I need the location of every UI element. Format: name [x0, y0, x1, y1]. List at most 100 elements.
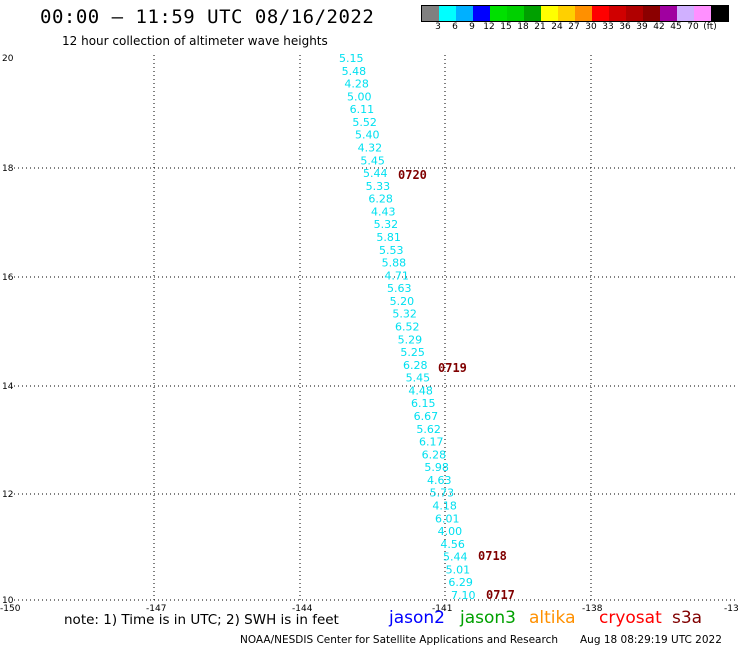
legend-label: 36: [619, 22, 631, 32]
credit-text: NOAA/NESDIS Center for Satellite Applica…: [240, 634, 558, 646]
latitude-tick-label: 16: [2, 273, 14, 283]
satellite-name: altika: [529, 608, 576, 628]
legend-swatch: [660, 6, 677, 21]
wave-height-value: 5.81: [376, 231, 401, 244]
legend-label: 12: [483, 22, 495, 32]
wave-height-value: 6.28: [403, 359, 428, 372]
latitude-tick-label: 20: [2, 54, 14, 64]
wave-height-value: 4.63: [427, 474, 452, 487]
wave-height-value: 6.28: [368, 193, 393, 206]
latitude-tick-label: 10: [2, 596, 14, 606]
wave-height-value: 4.32: [358, 142, 383, 155]
legend-swatch: [609, 6, 626, 21]
wave-height-value: 6.01: [435, 512, 460, 525]
legend-swatch: [507, 6, 524, 21]
legend-swatch: [592, 6, 609, 21]
wave-height-value: 5.32: [392, 308, 417, 321]
wave-height-value: 6.15: [411, 397, 436, 410]
satellite-name: jason3: [460, 608, 516, 628]
wave-height-value: 5.32: [374, 218, 399, 231]
wave-height-value: 5.01: [446, 563, 471, 576]
legend-label: 3: [435, 22, 441, 32]
wave-height-value: 4.56: [440, 538, 465, 551]
map-subtitle: 12 hour collection of altimeter wave hei…: [62, 34, 328, 48]
wave-height-value: 4.71: [384, 269, 409, 282]
wave-height-value: 5.45: [406, 372, 431, 385]
legend-label: 45: [670, 22, 682, 32]
latitude-tick-label: 12: [2, 490, 13, 500]
wave-height-value: 5.45: [360, 154, 385, 167]
legend-label: (ft): [703, 22, 717, 32]
wave-height-value: 6.29: [448, 576, 473, 589]
wave-height-value: 5.62: [416, 423, 441, 436]
wave-height-value: 6.17: [419, 436, 444, 449]
legend-swatch: [643, 6, 660, 21]
satellite-name: s3a: [672, 608, 703, 628]
satellite-name: cryosat: [599, 608, 662, 628]
pass-time-label: 0718: [478, 549, 507, 563]
legend-label: 15: [500, 22, 512, 32]
wave-height-value: 5.29: [398, 333, 423, 346]
longitude-tick-label: -13: [724, 604, 739, 614]
longitude-tick-label: -144: [292, 604, 313, 614]
wave-height-value: 5.48: [342, 65, 367, 78]
units-note: note: 1) Time is in UTC; 2) SWH is in fe…: [64, 612, 339, 628]
wave-height-value: 5.63: [387, 282, 412, 295]
map-title: 00:00 – 11:59 UTC 08/16/2022: [40, 6, 375, 28]
longitude-tick-label: -141: [432, 604, 452, 614]
longitude-tick-label: -138: [582, 604, 603, 614]
legend-label: 6: [452, 22, 458, 32]
legend-swatch: [626, 6, 643, 21]
legend-swatch: [541, 6, 558, 21]
legend-swatch: [575, 6, 592, 21]
legend-label: 24: [551, 22, 563, 32]
legend-swatch: [422, 6, 439, 21]
wave-height-value: 5.00: [347, 90, 372, 103]
generated-timestamp: Aug 18 08:29:19 UTC 2022: [580, 634, 722, 646]
legend-label: 30: [585, 22, 597, 32]
wave-height-value: 5.44: [443, 551, 468, 564]
longitude-tick-label: -150: [0, 604, 21, 614]
wave-height-value: 4.43: [371, 205, 396, 218]
latitude-tick-label: 18: [2, 164, 14, 174]
legend-swatch: [711, 6, 728, 21]
wave-height-value: 5.53: [379, 244, 404, 257]
wave-height-color-legend: [421, 5, 729, 22]
pass-time-label: 0717: [486, 588, 515, 602]
legend-swatch: [490, 6, 507, 21]
wave-height-value: 4.00: [438, 525, 463, 538]
wave-height-value: 6.67: [414, 410, 439, 423]
wave-height-value: 5.52: [352, 116, 377, 129]
wave-height-value: 6.52: [395, 321, 420, 334]
legend-label: 42: [653, 22, 665, 32]
pass-time-label: 0720: [398, 168, 427, 182]
wave-height-value: 5.40: [355, 129, 380, 142]
legend-swatch: [456, 6, 473, 21]
wave-height-value: 7.10: [451, 589, 476, 602]
legend-label: 27: [568, 22, 580, 32]
wave-height-value: 5.98: [424, 461, 449, 474]
wave-height-value: 5.73: [430, 487, 455, 500]
satellite-name: jason2: [389, 608, 445, 628]
wave-height-value: 5.15: [339, 52, 364, 65]
legend-label: 18: [517, 22, 529, 32]
legend-swatch: [524, 6, 541, 21]
wave-height-value: 5.20: [390, 295, 415, 308]
wave-height-value: 5.33: [366, 180, 391, 193]
legend-label: 21: [534, 22, 546, 32]
wave-height-value: 4.18: [432, 500, 457, 513]
wave-height-value: 4.28: [344, 78, 369, 91]
legend-swatch: [439, 6, 456, 21]
legend-swatch: [694, 6, 711, 21]
wave-height-value: 6.28: [422, 448, 447, 461]
legend-swatch: [558, 6, 575, 21]
longitude-tick-label: -147: [146, 604, 166, 614]
legend-swatch: [473, 6, 490, 21]
wave-height-value: 5.25: [400, 346, 425, 359]
wave-height-value: 4.48: [408, 384, 433, 397]
legend-label: 9: [469, 22, 475, 32]
legend-label: 39: [636, 22, 648, 32]
legend-swatch: [677, 6, 694, 21]
